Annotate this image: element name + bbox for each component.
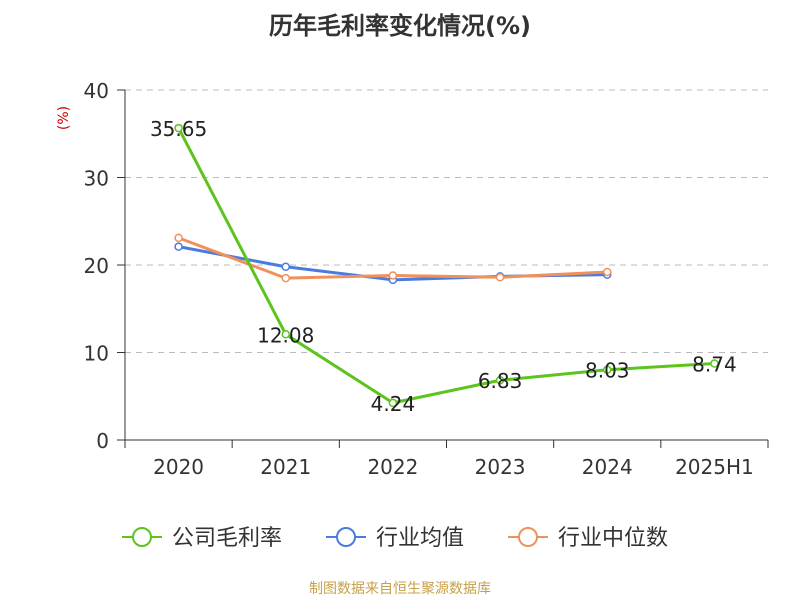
legend-label: 行业均值 xyxy=(376,526,464,551)
data-point xyxy=(388,271,398,280)
y-tick-label: 30 xyxy=(84,167,109,191)
data-label: 6.83 xyxy=(478,369,523,393)
legend-item: 公司毛利率 xyxy=(122,526,282,551)
data-point xyxy=(603,267,612,277)
x-tick-label: 2023 xyxy=(475,455,526,479)
legend-marker xyxy=(336,527,356,547)
series-line-0 xyxy=(177,127,715,405)
y-tick-label: 0 xyxy=(96,429,109,453)
data-point xyxy=(710,359,719,368)
data-label: 12.08 xyxy=(257,323,314,347)
data-label: 8.74 xyxy=(692,353,737,377)
data-labels: 35.65 12.08 4.24 6.83 8.03 8.74 xyxy=(150,117,737,416)
legend-marker xyxy=(518,527,538,547)
grid-lines xyxy=(125,89,768,353)
series-points xyxy=(174,123,719,408)
legend-label: 公司毛利率 xyxy=(172,526,282,551)
data-point xyxy=(174,242,183,251)
data-point xyxy=(281,262,290,271)
x-tick-label: 2022 xyxy=(367,455,418,479)
y-tick-label: 10 xyxy=(84,342,109,366)
data-point xyxy=(174,123,183,133)
axes xyxy=(117,89,769,448)
y-tick-label: 40 xyxy=(84,79,109,103)
x-tick-label: 2021 xyxy=(260,455,311,479)
x-tick-label: 2024 xyxy=(582,455,633,479)
data-label: 35.65 xyxy=(150,117,207,141)
legend-label: 行业中位数 xyxy=(558,526,668,551)
legend: 公司毛利率 行业均值 行业中位数 xyxy=(122,526,668,551)
data-point xyxy=(174,233,183,243)
y-tick-labels: 0 10 20 30 40 xyxy=(84,79,109,453)
data-point xyxy=(495,375,505,385)
y-tick-label: 20 xyxy=(84,254,109,278)
legend-item: 行业中位数 xyxy=(508,526,668,551)
data-point xyxy=(495,273,505,282)
legend-item: 行业均值 xyxy=(326,526,464,551)
data-point xyxy=(281,273,290,283)
data-label: 4.24 xyxy=(371,392,416,416)
x-tick-label: 2020 xyxy=(153,455,204,479)
legend-marker xyxy=(132,527,152,547)
data-point xyxy=(603,365,612,374)
data-point xyxy=(388,398,398,408)
x-tick-labels: 2020 2021 2022 2023 2024 2025H1 xyxy=(153,455,754,479)
data-label: 8.03 xyxy=(585,359,630,383)
chart-title: 历年毛利率变化情况(%) xyxy=(269,12,531,40)
data-point xyxy=(281,330,290,339)
source-note: 制图数据来自恒生聚源数据库 xyxy=(309,581,491,597)
x-tick-label: 2025H1 xyxy=(675,455,754,479)
